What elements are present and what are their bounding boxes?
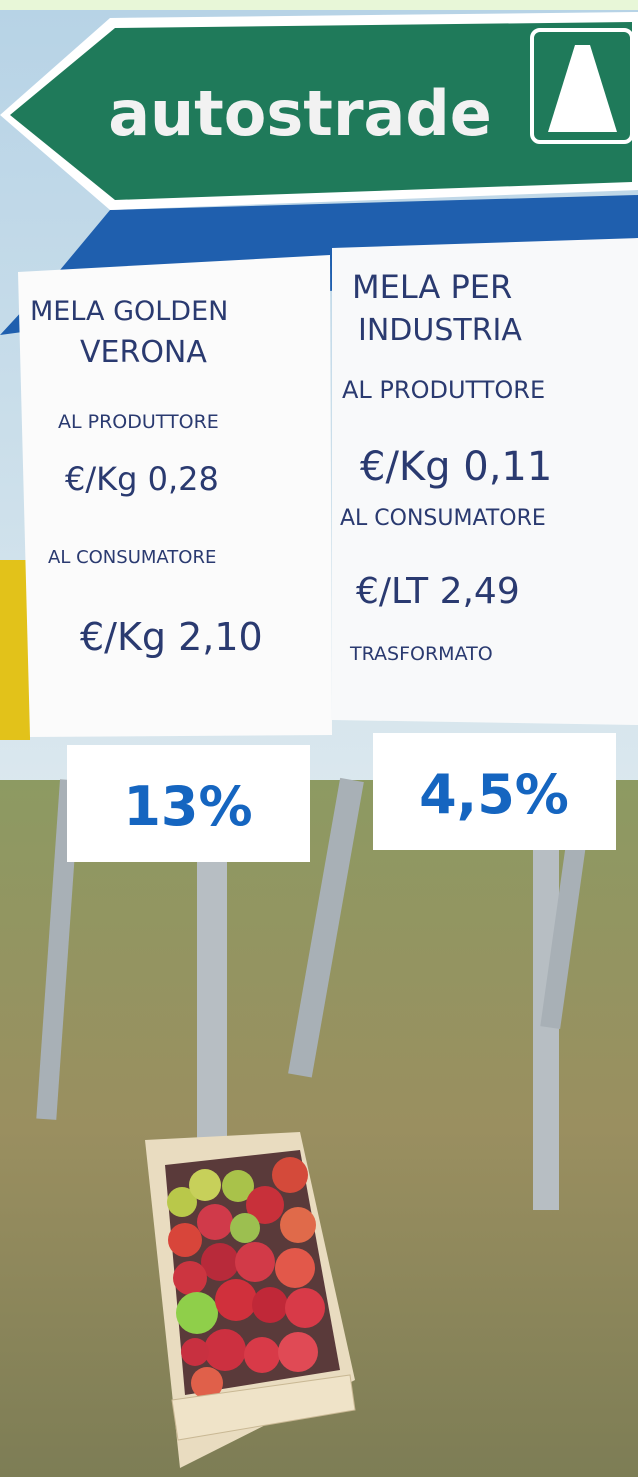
apple [230, 1213, 260, 1243]
page: autostrade MELA GOLDEN VERONA AL PRODUTT… [0, 0, 638, 1477]
top-strip [0, 0, 638, 10]
apple [181, 1338, 209, 1366]
apple [189, 1169, 221, 1201]
photo: autostrade MELA GOLDEN VERONA AL PRODUTT… [0, 0, 638, 1477]
handwritten-line: MELA PER [352, 268, 512, 306]
apple [197, 1204, 233, 1240]
apple [215, 1279, 257, 1321]
handwritten-line: AL PRODUTTORE [342, 376, 545, 404]
handwritten-line: AL CONSUMATORE [48, 547, 216, 568]
handwritten-line: €/Kg 0,11 [360, 444, 552, 490]
handwritten-line: VERONA [80, 335, 207, 370]
apple [168, 1223, 202, 1257]
apple [235, 1242, 275, 1282]
handwritten-line: TRASFORMATO [349, 643, 493, 665]
apple [280, 1207, 316, 1243]
apple [244, 1337, 280, 1373]
apple [275, 1248, 315, 1288]
handwritten-line: €/LT 2,49 [356, 571, 520, 612]
apple [173, 1261, 207, 1295]
badge-text: 4,5% [419, 763, 569, 826]
apple [278, 1332, 318, 1372]
handwritten-line: €/Kg 0,28 [65, 460, 219, 498]
apple [176, 1292, 218, 1334]
apple [285, 1288, 325, 1328]
handwritten-line: MELA GOLDEN [30, 296, 228, 327]
sign-text: autostrade [108, 77, 492, 150]
vehicle [0, 560, 30, 740]
handwritten-line: INDUSTRIA [358, 313, 522, 348]
handwritten-line: AL CONSUMATORE [340, 506, 546, 531]
badge-text: 13% [123, 775, 252, 838]
apple [204, 1329, 246, 1371]
apple [252, 1287, 288, 1323]
handwritten-line: €/Kg 2,10 [80, 615, 263, 659]
handwritten-line: AL PRODUTTORE [58, 411, 219, 433]
apple [272, 1157, 308, 1193]
